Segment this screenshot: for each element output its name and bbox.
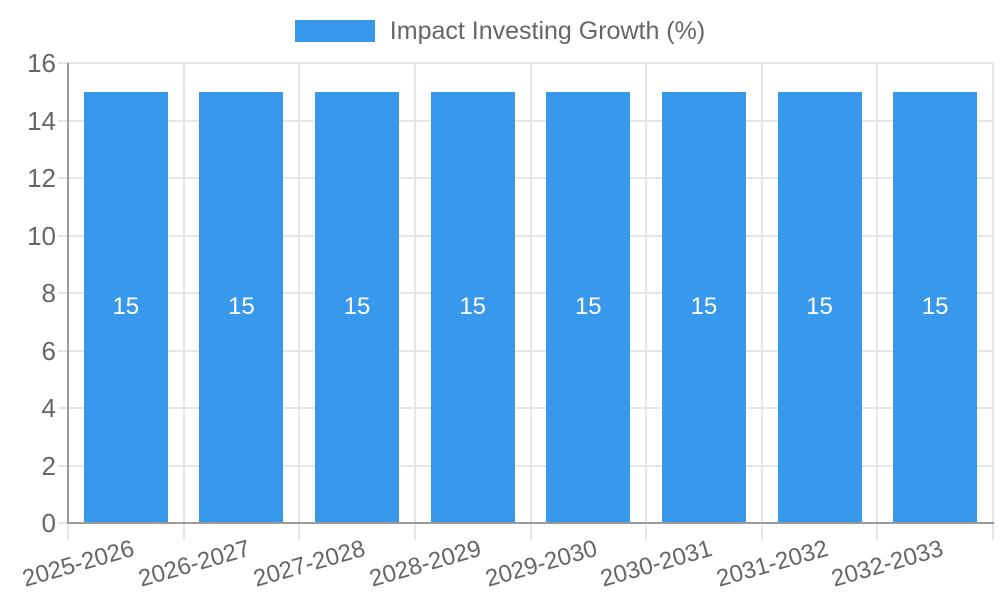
- bar-value-label: 15: [459, 293, 487, 321]
- legend-series-label: Impact Investing Growth (%): [389, 16, 706, 45]
- y-axis-line: [67, 63, 69, 523]
- y-gridline: [58, 464, 993, 467]
- y-axis-tick-label: 0: [41, 508, 56, 538]
- x-gridline: [876, 63, 879, 540]
- x-axis-tick-label: 2028-2029: [366, 535, 485, 593]
- x-axis-tick-label: 2025-2026: [19, 535, 138, 593]
- bar: 15: [661, 91, 746, 523]
- y-axis-tick-label: 8: [41, 278, 56, 308]
- y-axis-tick-label: 14: [27, 105, 56, 136]
- x-gridline: [645, 63, 648, 540]
- x-gridline: [529, 63, 532, 540]
- x-axis-line: [67, 522, 994, 524]
- x-gridline: [413, 63, 416, 540]
- bar: 15: [430, 91, 515, 523]
- y-axis-tick-label: 10: [27, 220, 56, 251]
- x-axis-tick-label: 2031-2032: [713, 535, 832, 593]
- bar: 15: [777, 91, 862, 523]
- y-gridline: [58, 62, 993, 64]
- y-axis-tick-label: 6: [41, 335, 56, 366]
- bar-value-label: 15: [112, 293, 140, 321]
- y-gridline: [58, 292, 993, 294]
- bar-value-label: 15: [921, 293, 949, 321]
- y-axis-tick-label: 2: [41, 450, 56, 481]
- bar-value-label: 15: [806, 293, 833, 321]
- x-axis-tick-label: 2026-2027: [135, 535, 253, 593]
- bar-value-label: 15: [343, 293, 371, 321]
- x-gridline: [298, 63, 301, 540]
- y-gridline: [58, 177, 993, 179]
- y-gridline: [58, 234, 993, 237]
- bar: 15: [315, 91, 400, 523]
- x-axis-tick-label: 2032-2033: [828, 535, 947, 593]
- y-gridline: [58, 407, 993, 409]
- bar: 15: [199, 91, 284, 523]
- chart-legend: Impact Investing Growth (%): [0, 9, 1000, 53]
- y-axis-tick-label: 12: [27, 163, 56, 193]
- x-gridline: [182, 63, 185, 540]
- bar-value-label: 15: [574, 293, 602, 321]
- x-gridline: [760, 63, 763, 540]
- y-axis-tick-label: 16: [27, 48, 56, 78]
- x-axis-tick-label: 2030-2031: [597, 535, 716, 593]
- bar-value-label: 15: [690, 293, 718, 321]
- bar: 15: [546, 91, 631, 523]
- y-gridline: [58, 349, 993, 352]
- bar: 15: [83, 91, 168, 523]
- x-axis-tick-label: 2029-2030: [481, 535, 600, 593]
- y-axis-tick-label: 4: [41, 393, 56, 423]
- y-gridline: [58, 119, 993, 122]
- legend-color-swatch: [294, 20, 375, 42]
- bar: 15: [893, 91, 978, 523]
- x-axis-tick-label: 2027-2028: [250, 535, 369, 593]
- bar-value-label: 15: [228, 293, 255, 321]
- x-gridline: [992, 63, 994, 540]
